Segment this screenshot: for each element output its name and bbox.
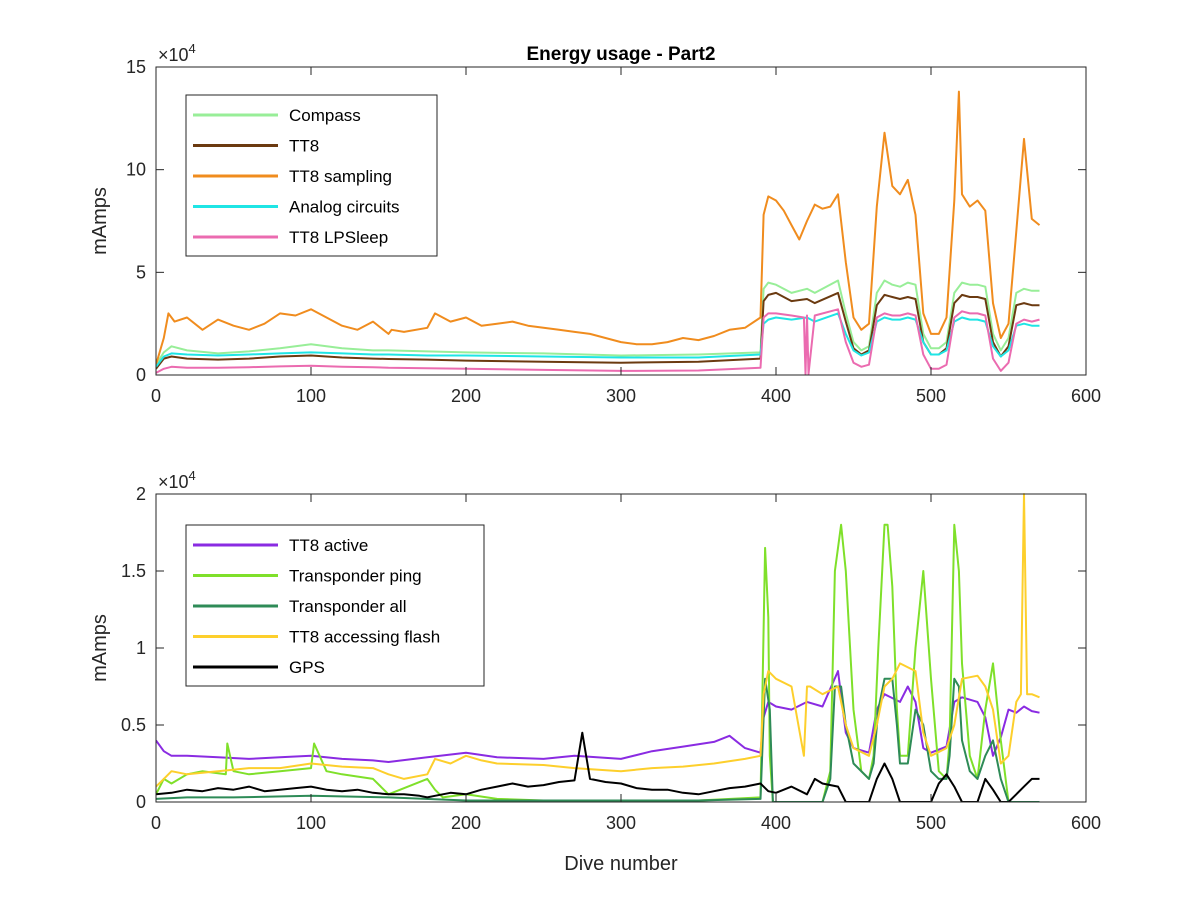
bottom-x-tick-label: 300: [606, 813, 636, 833]
bottom-y-exponent-label: ×104: [158, 468, 196, 492]
bottom-y-tick-label: 1.5: [121, 561, 146, 581]
top-series-group: [156, 90, 1041, 375]
top-x-tick-label: 400: [761, 386, 791, 406]
bottom-x-tick-label: 500: [916, 813, 946, 833]
top-x-tick-label: 100: [296, 386, 326, 406]
top-y-exponent-label: ×104: [158, 41, 196, 65]
series-line-tt8-active: [156, 670, 1040, 763]
top-x-tick-label: 500: [916, 386, 946, 406]
legend-label-transponder-ping: Transponder ping: [289, 567, 422, 586]
top-y-tick-label: 10: [126, 160, 146, 180]
series-line-compass: [156, 279, 1040, 366]
bottom-y-tick-label: 1: [136, 638, 146, 658]
top-x-tick-label: 0: [151, 386, 161, 406]
bottom-legend: TT8 active Transponder ping Transponder al…: [185, 524, 485, 687]
legend-label-tt8: TT8: [289, 137, 319, 156]
top-x-tick-label: 300: [606, 386, 636, 406]
legend-label-analog-circuits: Analog circuits: [289, 198, 400, 217]
legend-label-tt8-sampling: TT8 sampling: [289, 167, 392, 186]
series-line-tt8-sampling: [156, 90, 1041, 365]
legend-label-gps: GPS: [289, 658, 325, 677]
bottom-panel: 0 100 200 300 400 500 600 0 0.5 1 1.5 2 ×104 mAmps Div…: [89, 468, 1101, 875]
top-x-tick-label: 200: [451, 386, 481, 406]
series-line-tt8-lpsleep: [156, 308, 1040, 375]
top-y-tick-label: 5: [136, 262, 146, 282]
legend-label-transponder-all: Transponder all: [289, 597, 407, 616]
top-y-axis-label: mAmps: [89, 187, 111, 255]
bottom-x-tick-label: 600: [1071, 813, 1101, 833]
series-line-tt8-accessing-flash: [156, 493, 1040, 788]
bottom-y-tick-label: 0: [136, 792, 146, 812]
top-y-tick-label: 15: [126, 57, 146, 77]
bottom-y-tick-label: 2: [136, 484, 146, 504]
top-x-tick-label: 600: [1071, 386, 1101, 406]
top-panel: 0 100 200 300 400 500 600 0 5 10 15 ×104 Energy usag…: [89, 41, 1101, 406]
bottom-x-tick-label: 400: [761, 813, 791, 833]
series-line-gps: [156, 731, 1040, 802]
legend-label-tt8-active: TT8 active: [289, 536, 368, 555]
legend-label-tt8-accessing-flash: TT8 accessing flash: [289, 628, 440, 647]
bottom-y-axis-label: mAmps: [89, 614, 111, 682]
bottom-y-tick-label: 0.5: [121, 715, 146, 735]
top-legend: Compass TT8 TT8 sampling Analog circuits TT8…: [185, 94, 438, 257]
series-line-analog-circuits: [156, 312, 1040, 368]
series-line-tt8: [156, 291, 1040, 370]
legend-label-compass: Compass: [289, 106, 361, 125]
bottom-x-tick-label: 100: [296, 813, 326, 833]
bottom-x-axis-label: Dive number: [564, 853, 678, 875]
bottom-series-group: [156, 493, 1040, 802]
bottom-x-tick-label: 200: [451, 813, 481, 833]
series-line-transponder-all: [156, 677, 1040, 802]
top-y-tick-label: 0: [136, 365, 146, 385]
top-chart-title: Energy usage - Part2: [526, 44, 715, 65]
legend-label-tt8-lpsleep: TT8 LPSleep: [289, 228, 388, 247]
bottom-x-tick-label: 0: [151, 813, 161, 833]
